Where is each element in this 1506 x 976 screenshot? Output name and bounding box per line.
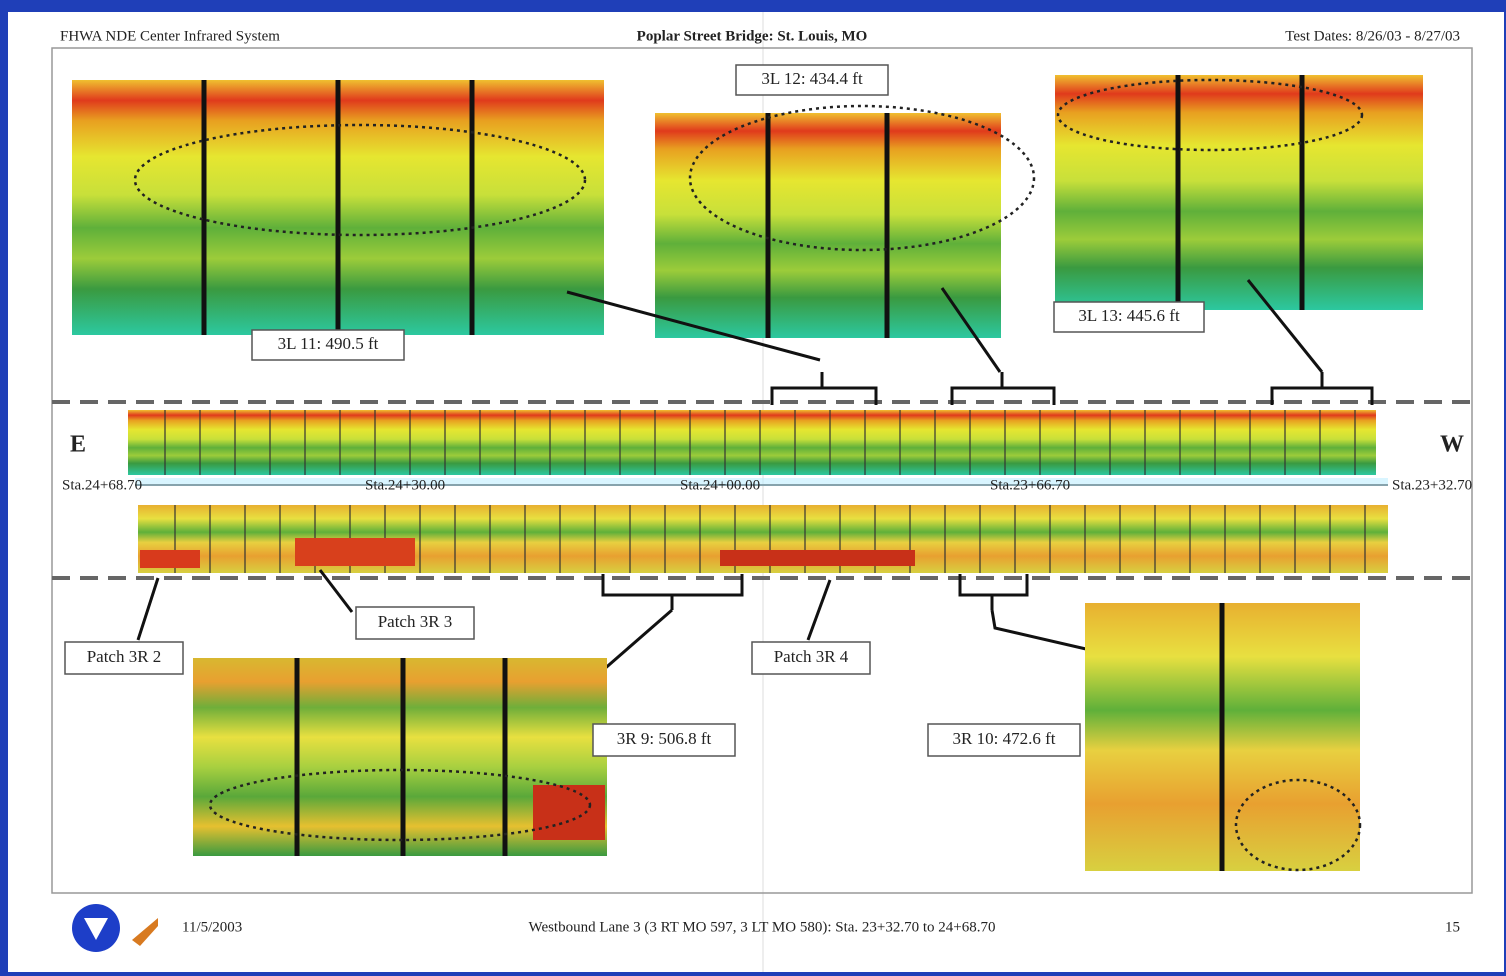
footer-page: 15 <box>1445 919 1460 935</box>
header-left: FHWA NDE Center Infrared System <box>60 28 280 44</box>
thermal-image <box>1055 75 1423 310</box>
footer-date: 11/5/2003 <box>182 919 242 935</box>
station-label: Sta.23+32.70 <box>1392 477 1472 493</box>
station-label: Sta.24+68.70 <box>62 477 142 493</box>
page: {"header": {"left": "FHWA NDE Center Inf… <box>0 0 1506 976</box>
station-label: Sta.24+30.00 <box>365 477 445 493</box>
footer-description: Westbound Lane 3 (3 RT MO 597, 3 LT MO 5… <box>528 919 995 935</box>
slide: FHWA NDE Center Infrared System Poplar S… <box>0 0 1506 976</box>
callout-label: 3L 11: 490.5 ft <box>278 334 379 353</box>
header-right: Test Dates: 8/26/03 - 8/27/03 <box>1285 28 1460 44</box>
direction-east: E <box>70 432 86 458</box>
patch-label: Patch 3R 4 <box>774 647 849 666</box>
station-label: Sta.24+00.00 <box>680 477 760 493</box>
patch-label: Patch 3R 2 <box>87 647 162 666</box>
callout-label: 3R 9: 506.8 ft <box>617 729 712 748</box>
callout-label: 3R 10: 472.6 ft <box>953 729 1056 748</box>
callout-label: 3L 12: 434.4 ft <box>761 69 863 88</box>
patch-label: Patch 3R 3 <box>378 612 453 631</box>
lane-strip <box>128 410 1376 475</box>
direction-west: W <box>1440 432 1464 458</box>
station-label: Sta.23+66.70 <box>990 477 1070 493</box>
header-title: Poplar Street Bridge: St. Louis, MO <box>637 28 868 44</box>
callout-label: 3L 13: 445.6 ft <box>1078 306 1180 325</box>
